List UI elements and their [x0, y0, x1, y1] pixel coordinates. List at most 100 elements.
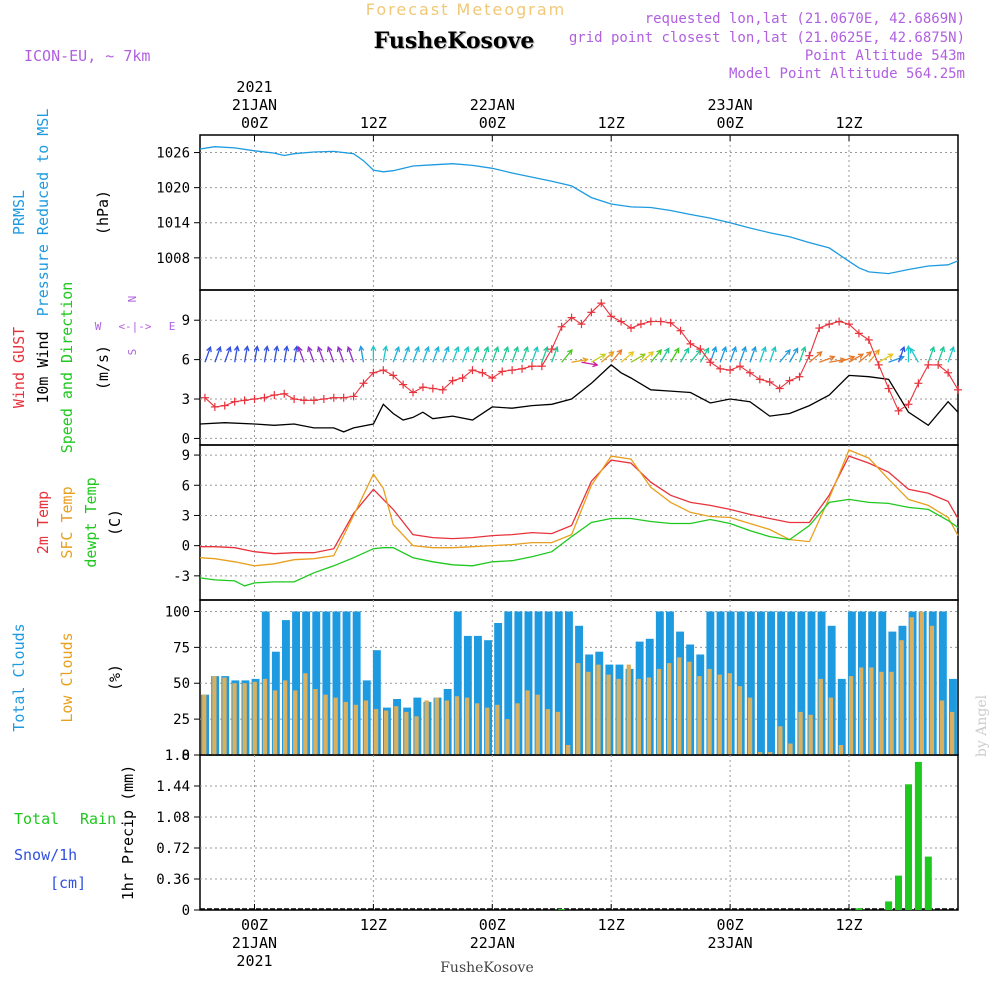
- wind-barb-head: [656, 348, 662, 356]
- wind-barb-head: [444, 345, 450, 353]
- wind-barb-head: [816, 351, 823, 357]
- bottom-time-label: 12Z: [598, 916, 625, 934]
- watermark: by Angel: [974, 694, 990, 757]
- wind-barb-shaft: [660, 348, 670, 363]
- ytick-label: 100: [165, 604, 190, 620]
- low-cloud-bar: [707, 668, 712, 755]
- gust-marker: [914, 379, 923, 388]
- location-title: FusheKosove: [374, 28, 535, 54]
- wind-barb-shaft: [591, 353, 606, 363]
- gust-marker: [944, 368, 953, 377]
- wind-barb: [541, 345, 549, 363]
- gust-marker: [894, 406, 903, 415]
- wind-barb-shaft: [347, 346, 355, 363]
- wind-barb: [729, 345, 737, 363]
- wind-barb-head: [639, 353, 647, 359]
- wind-barb-shaft: [481, 346, 489, 363]
- wind-barb-shaft: [561, 349, 573, 363]
- gust-marker: [418, 383, 427, 392]
- wind-barb-head: [741, 345, 747, 353]
- ytick-label: -3: [173, 569, 190, 585]
- gust-marker: [547, 345, 556, 354]
- wind-barb: [630, 353, 647, 363]
- low-cloud-bar: [616, 678, 621, 755]
- low-cloud-bar: [384, 710, 389, 755]
- low-cloud-bar: [939, 700, 945, 755]
- bottom-time-label: 00Z: [717, 916, 744, 934]
- wind-barb-shaft: [630, 353, 646, 363]
- wind-barb-head: [206, 345, 212, 353]
- total-cloud-bar: [504, 611, 513, 755]
- ytick-label: 9: [182, 448, 190, 464]
- low-cloud-bar: [828, 697, 833, 755]
- low-cloud-bar: [293, 690, 298, 755]
- forecast-title: Forecast Meteogram: [366, 0, 566, 19]
- wind-barb-shaft: [541, 346, 548, 363]
- wind-barb-head: [307, 345, 313, 353]
- gust-marker: [884, 384, 893, 393]
- low-cloud-bar: [596, 664, 601, 755]
- panel-frame-pressure: [199, 134, 959, 291]
- low-cloud-bar: [818, 678, 823, 755]
- wind-barb: [442, 345, 450, 363]
- wind-barb: [749, 345, 757, 363]
- wind-barb-head: [939, 345, 946, 353]
- precip-bar: [914, 761, 922, 910]
- ytick-label: 25: [173, 712, 190, 728]
- wind-barb-head: [664, 347, 670, 354]
- total-cloud-bar: [544, 611, 553, 755]
- wind-barb-shaft: [360, 346, 365, 363]
- wind-barb-shaft: [551, 346, 558, 363]
- precip-label-total: Total: [14, 810, 59, 828]
- total-cloud-bar: [746, 611, 755, 755]
- low-cloud-bar: [667, 663, 672, 755]
- compass-w: W: [95, 320, 102, 333]
- wind-barb-shaft: [224, 346, 231, 363]
- gust-marker: [845, 320, 854, 329]
- low-cloud-bar: [626, 664, 631, 755]
- wind-barb-head: [543, 345, 549, 353]
- wind-barb-head: [683, 347, 690, 354]
- wind-barb-head: [648, 351, 655, 357]
- gust-marker: [319, 395, 328, 404]
- wind-barb-head: [800, 345, 807, 353]
- ytick-label: 75: [173, 640, 190, 656]
- wind-barb-head: [473, 345, 480, 353]
- panel-label-wind-2: Speed and Direction: [58, 282, 76, 454]
- wind-barb-head: [866, 351, 873, 357]
- wind-barb-shaft: [501, 346, 509, 363]
- wind-barb: [868, 348, 880, 363]
- panel-label-pressure-1: Pressure Reduced to MSL: [34, 109, 52, 317]
- low-cloud-bar: [242, 683, 247, 755]
- wind-barb-shaft: [759, 346, 766, 363]
- wind-barb-head: [703, 347, 710, 354]
- gust-marker: [399, 380, 408, 389]
- bottom-time-label: 12Z: [835, 916, 862, 934]
- gust-marker: [815, 324, 824, 333]
- total-cloud-bar: [453, 611, 462, 755]
- gust-marker: [339, 393, 348, 402]
- total-cloud-bar: [807, 611, 816, 755]
- ytick-label: 1008: [156, 251, 190, 267]
- wind-barb: [471, 345, 480, 363]
- gust-marker: [706, 358, 715, 367]
- total-cloud-bar: [777, 611, 786, 755]
- ytick-label: 0: [182, 748, 190, 764]
- wind-barb: [848, 353, 865, 363]
- wind-barb-head: [404, 345, 410, 353]
- wind-barb: [670, 347, 680, 363]
- model-label: ICON-EU, ~ 7km: [24, 47, 150, 65]
- gust-marker: [518, 364, 527, 373]
- wind-barb: [759, 345, 767, 363]
- wind-barb-shaft: [297, 346, 305, 363]
- wind-barb-shaft: [868, 349, 880, 363]
- wind-barb: [214, 345, 222, 363]
- wind-barb-head: [857, 353, 865, 359]
- panel-label-wind-3: (m/s): [94, 345, 112, 390]
- wind-barb: [610, 348, 623, 363]
- wind-barb: [561, 348, 573, 363]
- bottom-time-label: 00Z: [479, 916, 506, 934]
- top-time-label: 12Z: [598, 114, 625, 132]
- wind-barb-shaft: [402, 346, 410, 363]
- low-cloud-bar: [869, 667, 874, 755]
